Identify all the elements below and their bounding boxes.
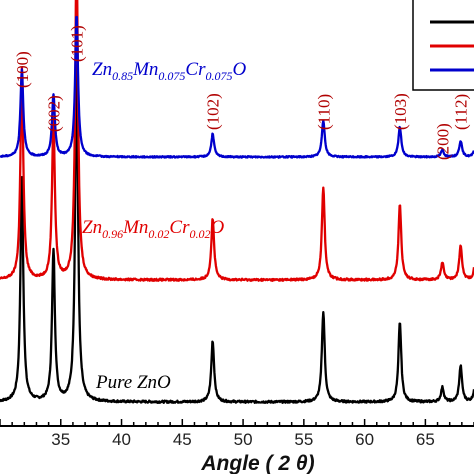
peak-label: (100) [13, 51, 32, 88]
peak-labels: Pure ZnO Zn0.96Mn0.02Cr0.02O Zn0.85Mn0.075… [13, 25, 471, 393]
series-line [0, 0, 474, 282]
series-lines [0, 0, 474, 404]
peak-label: (103) [391, 93, 410, 130]
x-tick-label: 50 [234, 430, 253, 449]
x-tick-label: 35 [51, 430, 70, 449]
x-tick-label: 55 [294, 430, 313, 449]
x-tick-label: 45 [173, 430, 192, 449]
series-label: Pure ZnO [95, 372, 171, 393]
peak-label: (112) [452, 94, 471, 130]
x-tick-label: 40 [112, 430, 131, 449]
series-line [0, 64, 474, 404]
peak-label: (110) [314, 94, 333, 130]
series-label: Zn0.96Mn0.02Cr0.02O [82, 217, 224, 241]
peak-label: (102) [204, 93, 223, 130]
x-tick-label: 60 [355, 430, 374, 449]
x-axis-title: Angle ( 2 θ) [200, 452, 314, 474]
series-line [0, 15, 474, 159]
peak-label: (101) [68, 25, 87, 62]
legend [412, 0, 474, 91]
x-tick-label: 65 [416, 430, 435, 449]
x-axis: 35 40 45 50 55 60 65 [0, 419, 474, 449]
peak-label: (002) [44, 95, 63, 132]
series-label: Zn0.85Mn0.075Cr0.075O [92, 59, 246, 83]
peak-label: (200) [433, 123, 452, 160]
